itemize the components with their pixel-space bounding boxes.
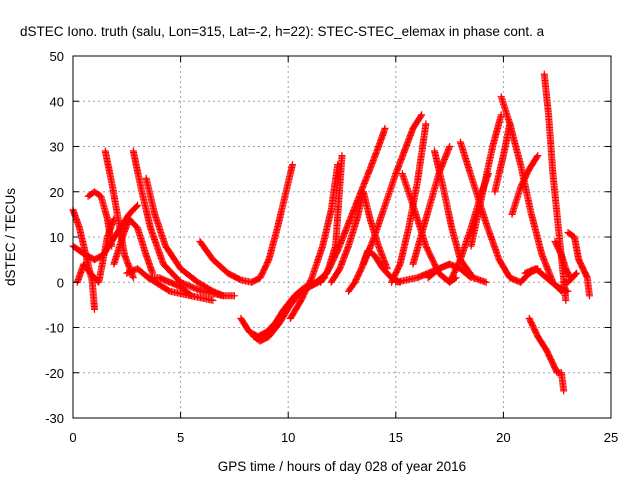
data-series	[491, 120, 514, 196]
data-series	[84, 188, 116, 250]
data-series	[69, 206, 98, 313]
data-point	[482, 278, 490, 286]
data-series	[144, 274, 195, 300]
data-point	[381, 124, 389, 132]
data-point	[560, 387, 568, 395]
chart-title: dSTEC Iono. truth (salu, Lon=315, Lat=-2…	[20, 24, 545, 39]
data-series	[564, 229, 593, 300]
data-point	[186, 291, 194, 299]
y-tick-label: 10	[50, 230, 64, 245]
data-point	[534, 152, 542, 160]
data-point	[187, 292, 195, 300]
data-series	[467, 111, 505, 250]
data-points	[69, 70, 593, 395]
data-point	[289, 161, 296, 169]
y-tick-label: -30	[45, 411, 64, 426]
y-tick-label: 50	[50, 49, 64, 64]
data-point	[134, 201, 142, 209]
x-tick-label: 5	[177, 430, 184, 445]
data-series	[388, 120, 430, 286]
data-point	[338, 152, 346, 160]
data-point	[586, 292, 593, 300]
x-axis-label: GPS time / hours of day 028 of year 2016	[218, 459, 466, 474]
data-series	[286, 161, 342, 322]
data-series	[317, 124, 389, 286]
x-tick-label: 0	[69, 430, 76, 445]
data-point	[533, 153, 541, 161]
data-point	[422, 120, 430, 128]
data-point	[230, 292, 238, 300]
data-point	[129, 274, 137, 282]
data-series	[508, 152, 542, 218]
data-point	[417, 112, 425, 120]
data-series	[424, 260, 475, 282]
y-tick-label: -10	[45, 321, 64, 336]
y-tick-label: 40	[50, 94, 64, 109]
data-series	[540, 70, 570, 304]
data-series	[551, 238, 574, 282]
data-point	[108, 242, 116, 250]
data-point	[562, 296, 570, 304]
data-point	[209, 296, 217, 304]
data-point	[133, 203, 140, 210]
data-series	[525, 314, 568, 395]
data-series	[110, 215, 157, 277]
data-point	[573, 269, 581, 277]
y-axis-label: dSTEC / TECUs	[3, 188, 18, 286]
data-series	[560, 269, 581, 286]
x-tick-label: 25	[604, 430, 618, 445]
x-tick-label: 15	[389, 430, 403, 445]
data-point	[220, 292, 228, 300]
data-point	[91, 305, 98, 313]
x-tick-label: 10	[281, 430, 295, 445]
x-tick-label: 20	[496, 430, 510, 445]
x-ticks: 0 5 10 15 20 25	[69, 56, 618, 445]
y-tick-label: 30	[50, 140, 64, 155]
y-tick-label: 20	[50, 185, 64, 200]
y-tick-label: 0	[57, 275, 64, 290]
y-ticks: -30 -20 -10 0 10 20 30 40 50	[45, 49, 611, 426]
data-series	[196, 161, 296, 286]
data-point	[334, 161, 342, 169]
data-series	[360, 111, 426, 268]
data-point	[572, 270, 579, 278]
data-point	[467, 274, 475, 282]
data-series	[327, 188, 391, 286]
data-series	[398, 170, 460, 286]
data-point	[446, 143, 454, 150]
data-point	[418, 111, 426, 119]
data-point	[466, 273, 474, 281]
data-series	[142, 174, 228, 300]
y-tick-label: -20	[45, 366, 64, 381]
